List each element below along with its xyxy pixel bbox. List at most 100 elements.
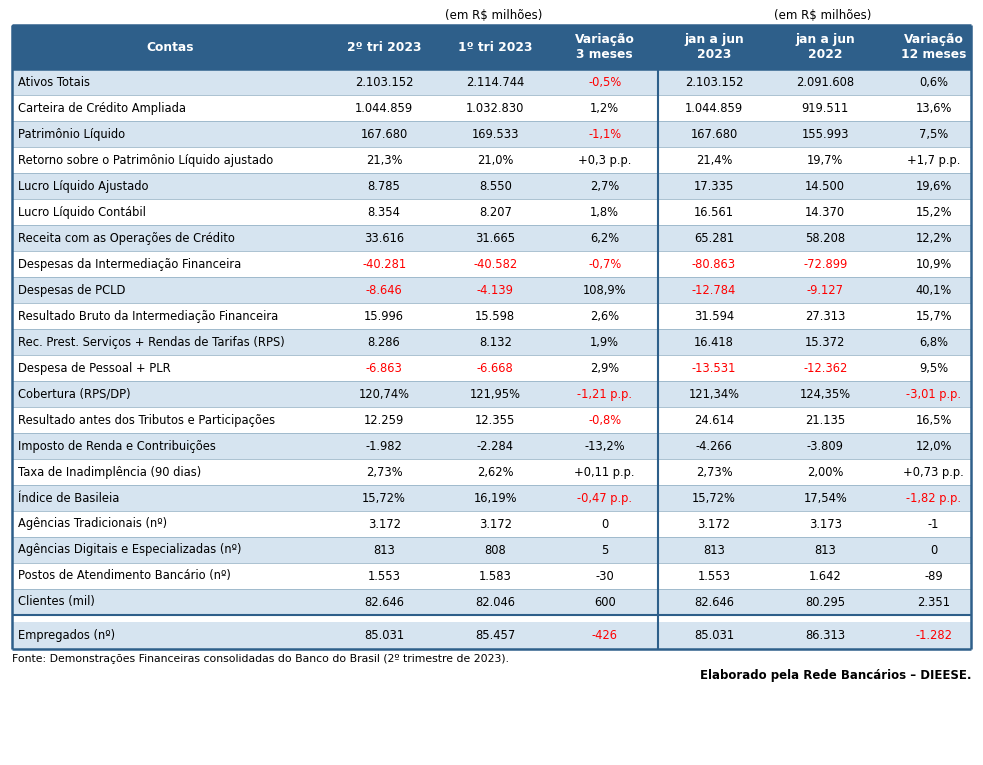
Text: -4.266: -4.266 — [696, 440, 732, 453]
Text: Receita com as Operações de Crédito: Receita com as Operações de Crédito — [18, 232, 235, 245]
Text: Retorno sobre o Patrimônio Líquido ajustado: Retorno sobre o Patrimônio Líquido ajust… — [18, 154, 273, 167]
Text: 15.372: 15.372 — [805, 336, 845, 349]
Text: 2,9%: 2,9% — [590, 362, 619, 375]
Text: 16.561: 16.561 — [694, 206, 734, 219]
Text: -80.863: -80.863 — [692, 258, 736, 271]
Text: -4.139: -4.139 — [477, 284, 514, 297]
Bar — [12, 225, 971, 251]
Text: 24.614: 24.614 — [694, 414, 734, 427]
Text: Fonte: Demonstrações Financeiras consolidadas do Banco do Brasil (2º trimestre d: Fonte: Demonstrações Financeiras consoli… — [12, 654, 509, 664]
Text: -0,7%: -0,7% — [588, 258, 621, 271]
Text: -12.362: -12.362 — [803, 362, 847, 375]
Text: 2,62%: 2,62% — [477, 465, 513, 478]
Text: 7,5%: 7,5% — [919, 128, 949, 141]
Text: 1º tri 2023: 1º tri 2023 — [458, 41, 533, 54]
Text: 121,34%: 121,34% — [688, 388, 739, 401]
Text: 0: 0 — [601, 517, 608, 530]
Text: 108,9%: 108,9% — [583, 284, 626, 297]
Text: Lucro Líquido Ajustado: Lucro Líquido Ajustado — [18, 180, 148, 193]
Text: 1,9%: 1,9% — [590, 336, 619, 349]
Text: 919.511: 919.511 — [801, 102, 849, 115]
Text: -1,1%: -1,1% — [588, 128, 621, 141]
Text: 1.553: 1.553 — [698, 569, 730, 582]
Text: 1.583: 1.583 — [479, 569, 512, 582]
Text: -0,47 p.p.: -0,47 p.p. — [577, 491, 632, 504]
Text: Taxa de Inadimplência (90 dias): Taxa de Inadimplência (90 dias) — [18, 465, 202, 478]
Text: 120,74%: 120,74% — [359, 388, 410, 401]
Text: 121,95%: 121,95% — [470, 388, 521, 401]
Text: Patrimônio Líquido: Patrimônio Líquido — [18, 128, 125, 141]
Bar — [12, 25, 971, 69]
Text: +1,7 p.p.: +1,7 p.p. — [907, 154, 960, 167]
Text: -40.582: -40.582 — [473, 258, 517, 271]
Bar — [12, 277, 971, 303]
Text: 15,7%: 15,7% — [915, 310, 952, 323]
Text: -1,82 p.p.: -1,82 p.p. — [906, 491, 961, 504]
Text: 15.598: 15.598 — [475, 310, 515, 323]
Text: 12.259: 12.259 — [364, 414, 404, 427]
Text: 2.103.152: 2.103.152 — [355, 76, 413, 89]
Text: +0,73 p.p.: +0,73 p.p. — [903, 465, 964, 478]
Text: 15,72%: 15,72% — [692, 491, 736, 504]
Text: -6.668: -6.668 — [477, 362, 514, 375]
Text: Variação
12 meses: Variação 12 meses — [900, 33, 966, 61]
Text: 14.370: 14.370 — [805, 206, 845, 219]
Text: 12.355: 12.355 — [475, 414, 515, 427]
Bar — [12, 95, 971, 121]
Text: -13,2%: -13,2% — [584, 440, 625, 453]
Text: -89: -89 — [924, 569, 943, 582]
Text: jan a jun
2023: jan a jun 2023 — [684, 33, 744, 61]
Text: 8.354: 8.354 — [368, 206, 400, 219]
Text: Lucro Líquido Contábil: Lucro Líquido Contábil — [18, 206, 145, 219]
Text: Despesas da Intermediação Financeira: Despesas da Intermediação Financeira — [18, 258, 241, 271]
Text: 21,0%: 21,0% — [477, 154, 513, 167]
Bar — [12, 329, 971, 355]
Text: 813: 813 — [703, 543, 724, 556]
Text: Agências Digitais e Especializadas (nº): Agências Digitais e Especializadas (nº) — [18, 543, 242, 556]
Text: -72.899: -72.899 — [803, 258, 847, 271]
Text: 167.680: 167.680 — [690, 128, 737, 141]
Bar — [12, 355, 971, 381]
Bar — [12, 589, 971, 615]
Text: Postos de Atendimento Bancário (nº): Postos de Atendimento Bancário (nº) — [18, 569, 231, 582]
Text: 8.286: 8.286 — [368, 336, 400, 349]
Text: 124,35%: 124,35% — [799, 388, 851, 401]
Text: 10,9%: 10,9% — [915, 258, 952, 271]
Bar — [12, 173, 971, 199]
Text: 9,5%: 9,5% — [919, 362, 949, 375]
Bar — [12, 433, 971, 459]
Text: 8.785: 8.785 — [368, 180, 400, 193]
Text: Empregados (nº): Empregados (nº) — [18, 629, 115, 642]
Text: 33.616: 33.616 — [364, 232, 404, 245]
Text: Despesas de PCLD: Despesas de PCLD — [18, 284, 126, 297]
Text: -1: -1 — [928, 517, 940, 530]
Text: 85.031: 85.031 — [694, 629, 734, 642]
Text: -2.284: -2.284 — [477, 440, 514, 453]
Text: 3.172: 3.172 — [698, 517, 730, 530]
Text: 82.046: 82.046 — [476, 595, 515, 608]
Text: 2,73%: 2,73% — [696, 465, 732, 478]
Text: -40.281: -40.281 — [362, 258, 406, 271]
Text: -426: -426 — [592, 629, 617, 642]
Text: 82.646: 82.646 — [364, 595, 404, 608]
Text: Índice de Basileia: Índice de Basileia — [18, 491, 119, 504]
Text: Imposto de Renda e Contribuições: Imposto de Renda e Contribuições — [18, 440, 216, 453]
Text: 155.993: 155.993 — [801, 128, 849, 141]
Text: 1,2%: 1,2% — [590, 102, 619, 115]
Text: 2.103.152: 2.103.152 — [685, 76, 743, 89]
Text: 6,2%: 6,2% — [590, 232, 619, 245]
Bar — [12, 199, 971, 225]
Text: Agências Tradicionais (nº): Agências Tradicionais (nº) — [18, 517, 167, 530]
Text: 17.335: 17.335 — [694, 180, 734, 193]
Text: 15,72%: 15,72% — [362, 491, 406, 504]
Text: 1.553: 1.553 — [368, 569, 401, 582]
Text: 40,1%: 40,1% — [915, 284, 952, 297]
Text: 0,6%: 0,6% — [919, 76, 948, 89]
Bar — [12, 563, 971, 589]
Text: 1.032.830: 1.032.830 — [466, 102, 525, 115]
Text: 3.173: 3.173 — [809, 517, 841, 530]
Text: 21.135: 21.135 — [805, 414, 845, 427]
Text: jan a jun
2022: jan a jun 2022 — [795, 33, 855, 61]
Text: 813: 813 — [814, 543, 837, 556]
Text: Cobertura (RPS/DP): Cobertura (RPS/DP) — [18, 388, 131, 401]
